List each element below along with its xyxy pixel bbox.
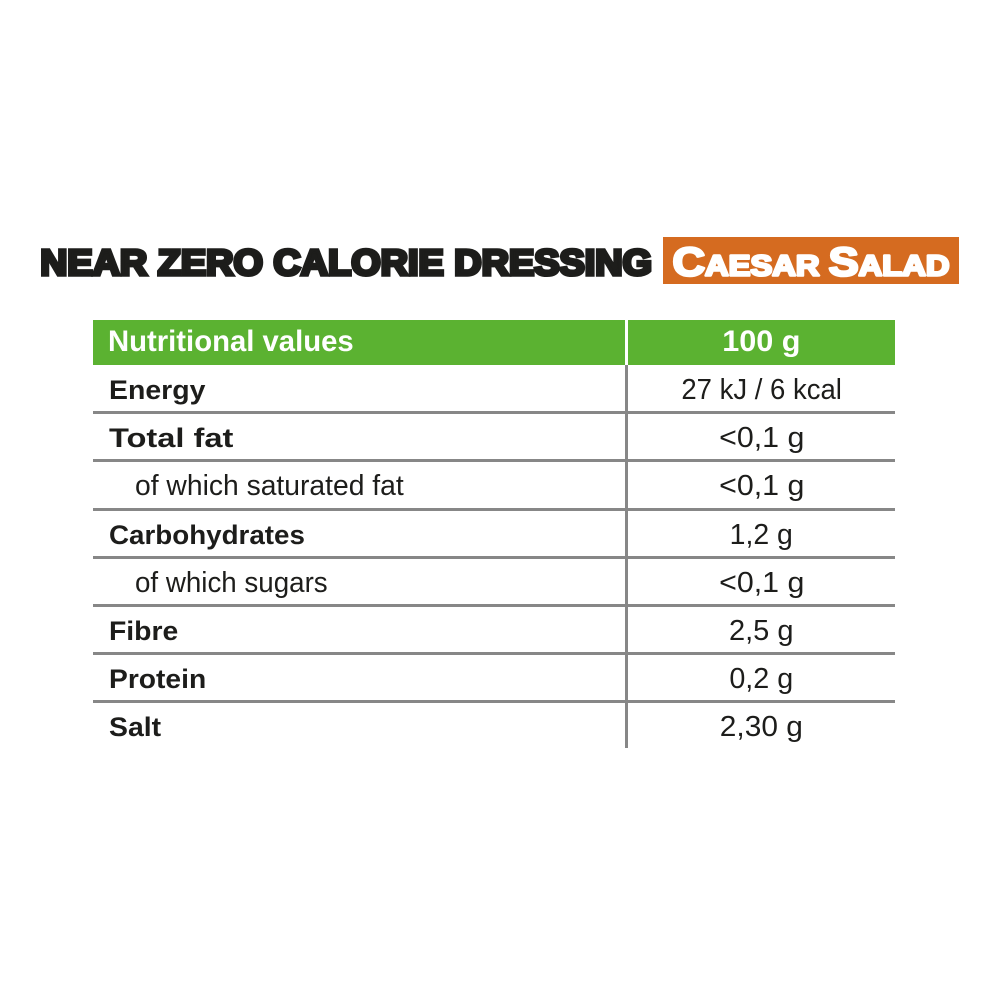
svg-text:NEAR ZERO CALORIE DRESSING: NEAR ZERO CALORIE DRESSING [41,242,652,283]
